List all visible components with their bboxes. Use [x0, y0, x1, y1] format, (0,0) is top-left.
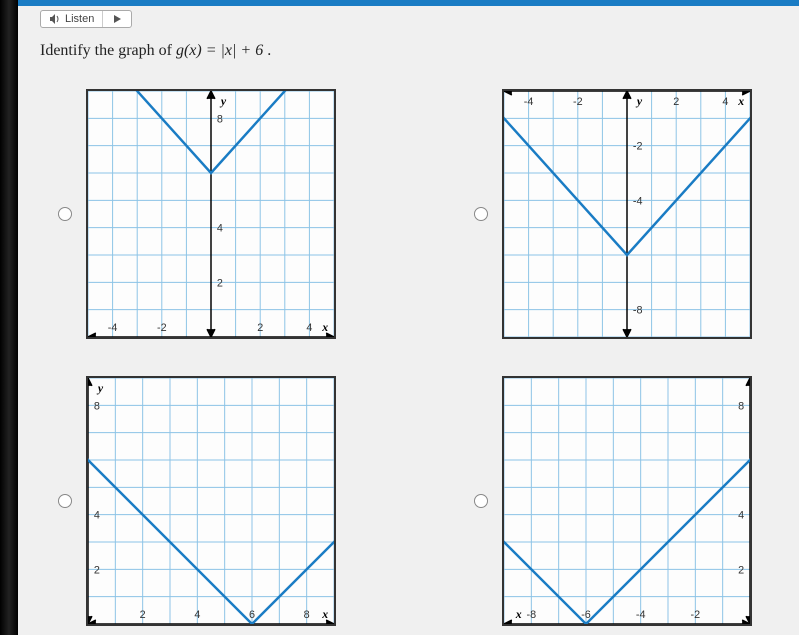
page-edge — [0, 0, 18, 635]
svg-text:4: 4 — [306, 322, 312, 334]
svg-text:2: 2 — [140, 609, 146, 621]
svg-text:8: 8 — [94, 401, 100, 413]
svg-text:x: x — [514, 607, 521, 621]
svg-text:y: y — [219, 94, 227, 108]
svg-text:-2: -2 — [690, 609, 700, 621]
svg-text:x: x — [737, 94, 744, 108]
radio-c[interactable] — [58, 494, 72, 508]
svg-text:x: x — [321, 320, 328, 334]
top-blue-bar — [18, 0, 799, 6]
svg-text:-4: -4 — [632, 195, 642, 207]
svg-text:8: 8 — [217, 113, 223, 125]
svg-text:2: 2 — [738, 565, 744, 577]
svg-text:-2: -2 — [157, 322, 167, 334]
svg-text:2: 2 — [673, 96, 679, 108]
svg-text:-8: -8 — [526, 609, 536, 621]
svg-text:-4: -4 — [635, 609, 645, 621]
svg-text:4: 4 — [94, 510, 100, 522]
play-icon — [111, 13, 123, 25]
svg-text:y: y — [96, 381, 104, 395]
play-button[interactable] — [103, 11, 131, 27]
graph-a: -4 -2 2 4 2 4 8 y x — [86, 89, 336, 339]
svg-text:x: x — [321, 607, 328, 621]
svg-text:4: 4 — [722, 96, 728, 108]
choice-b[interactable]: -4 -2 2 4 -2 -4 -8 y x — [474, 80, 780, 348]
speaker-icon — [49, 13, 61, 25]
svg-text:2: 2 — [94, 565, 100, 577]
svg-text:4: 4 — [738, 510, 744, 522]
question-prefix: Identify the graph of — [40, 42, 176, 59]
radio-b[interactable] — [474, 207, 488, 221]
svg-text:2: 2 — [257, 322, 263, 334]
radio-a[interactable] — [58, 207, 72, 221]
choice-a[interactable]: -4 -2 2 4 2 4 8 y x — [58, 80, 364, 348]
question-suffix: . — [267, 42, 271, 59]
choice-c[interactable]: 2 4 6 8 2 4 8 y x — [58, 368, 364, 635]
page-content: Listen Identify the graph of g(x) = |x| … — [18, 0, 799, 635]
svg-text:4: 4 — [194, 609, 200, 621]
graph-c: 2 4 6 8 2 4 8 y x — [86, 376, 336, 626]
svg-text:-2: -2 — [632, 140, 642, 152]
listen-button[interactable]: Listen — [41, 11, 103, 27]
graph-b: -4 -2 2 4 -2 -4 -8 y x — [502, 89, 752, 339]
choice-d[interactable]: -8-6-4-2248yx — [474, 368, 780, 635]
svg-text:-8: -8 — [632, 304, 642, 316]
choices-grid: -4-224248yx -4-224-2-4-8yx 2468248yx -8-… — [58, 80, 779, 635]
svg-text:-2: -2 — [572, 96, 582, 108]
question-text: Identify the graph of g(x) = |x| + 6 . — [40, 42, 271, 60]
audio-controls: Listen — [40, 10, 132, 28]
svg-text:-4: -4 — [108, 322, 118, 334]
graph-d: -8-6-4-2248yx — [502, 376, 752, 626]
svg-text:8: 8 — [304, 609, 310, 621]
svg-text:2: 2 — [217, 277, 223, 289]
svg-text:-4: -4 — [523, 96, 533, 108]
svg-text:4: 4 — [217, 222, 223, 234]
radio-d[interactable] — [474, 494, 488, 508]
svg-text:y: y — [634, 94, 642, 108]
question-function: g(x) = |x| + 6 — [176, 42, 263, 59]
listen-label: Listen — [65, 13, 94, 25]
svg-text:8: 8 — [738, 401, 744, 413]
svg-text:6: 6 — [249, 609, 255, 621]
